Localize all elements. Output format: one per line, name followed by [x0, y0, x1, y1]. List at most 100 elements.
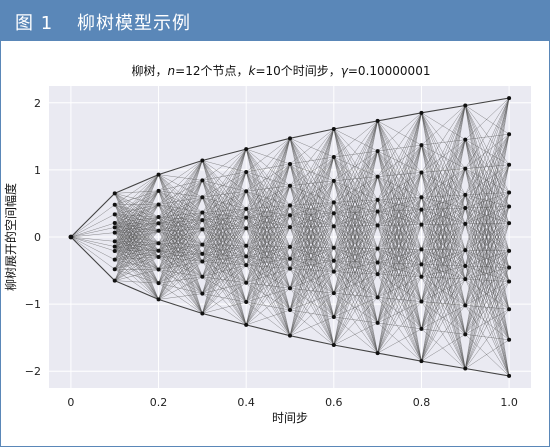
tree-node — [463, 303, 468, 308]
tree-edge — [421, 112, 466, 306]
tree-edge — [377, 197, 422, 249]
tree-node — [463, 192, 468, 197]
tree-edge — [114, 230, 159, 270]
tree-edge — [158, 204, 203, 230]
tree-node — [507, 162, 512, 167]
tree-edge — [333, 213, 378, 354]
tree-edge — [465, 164, 510, 306]
tree-edge — [70, 236, 115, 252]
tree-node — [200, 178, 205, 183]
tree-edge — [465, 105, 510, 165]
tree-edge — [246, 208, 291, 259]
tree-edge — [333, 156, 378, 249]
tree-edge — [333, 128, 378, 226]
tree-node — [288, 225, 292, 230]
tree-edge — [245, 171, 291, 269]
x-tick-labels: 0 0.2 0.4 0.6 0.8 1.0 — [67, 396, 517, 409]
tree-edge — [333, 211, 378, 261]
tree-edge — [289, 163, 335, 272]
tree-edge — [158, 293, 203, 300]
tree-edge — [421, 249, 466, 306]
tree-edge — [114, 204, 159, 284]
tree-edge — [377, 276, 422, 354]
tree-edge — [202, 244, 247, 257]
tree-edge — [114, 246, 159, 284]
tree-edge — [289, 205, 335, 346]
tree-edge — [377, 120, 422, 250]
tree-edge — [70, 227, 115, 238]
tree-node — [156, 188, 161, 193]
tree-edge — [246, 258, 291, 303]
tree-edge — [289, 138, 335, 261]
tree-edge — [377, 199, 422, 362]
tree-edge — [202, 220, 247, 283]
tree-edge — [245, 208, 291, 336]
tree-edge — [289, 215, 334, 227]
tree-node — [244, 300, 249, 305]
tree-edge — [421, 172, 466, 267]
tree-edge — [114, 204, 159, 300]
tree-edge — [333, 297, 378, 346]
tree-edge — [158, 174, 203, 198]
tree-node — [331, 200, 336, 205]
tree-node — [200, 259, 205, 264]
tree-edge — [465, 168, 510, 207]
tree-edge — [202, 148, 247, 254]
tree-node — [200, 251, 205, 256]
tree-edge — [245, 149, 291, 269]
tree-edge — [202, 149, 247, 262]
tree-edge — [114, 193, 159, 284]
tree-edge — [289, 163, 335, 318]
tree-edge — [202, 253, 247, 303]
tree-edge — [377, 176, 422, 250]
y-tick-label: −2 — [25, 365, 41, 378]
tree-edge — [465, 105, 510, 282]
tree-edge — [377, 120, 422, 146]
tree-edge — [158, 219, 203, 244]
tree-node — [331, 269, 336, 274]
tree-edge — [333, 247, 378, 298]
tree-node — [156, 215, 161, 220]
tree-edge — [289, 247, 335, 311]
tree-edge — [245, 163, 291, 266]
tree-node — [200, 195, 205, 200]
tree-edge — [421, 209, 466, 225]
tree-edge — [289, 138, 335, 214]
tree-edge — [114, 193, 159, 270]
tree-node — [288, 183, 292, 188]
tree-edge — [114, 193, 159, 300]
tree-edge — [202, 197, 247, 257]
tree-edge — [421, 305, 466, 330]
tree-edge — [114, 241, 159, 284]
tree-node — [463, 206, 468, 211]
tree-edge — [202, 180, 247, 303]
tree-node — [244, 280, 249, 285]
tree-edge — [246, 309, 291, 326]
tree-edge — [114, 174, 159, 228]
tree-edge — [377, 264, 422, 354]
tree-edge — [377, 199, 422, 265]
tree-edge — [114, 214, 159, 284]
tree-edge — [158, 230, 203, 314]
tree-edge — [421, 334, 466, 362]
tree-edge — [377, 262, 422, 362]
tree-edge — [465, 139, 510, 282]
tree-edge — [421, 194, 466, 250]
tree-edge — [465, 168, 510, 340]
tree-edge — [158, 174, 203, 262]
tree-edge — [202, 264, 247, 278]
tree-edge — [245, 148, 291, 228]
tree-edge — [333, 213, 378, 226]
tree-edge — [421, 224, 466, 306]
tree-node — [419, 359, 424, 364]
tree-edge — [377, 151, 422, 302]
tree-edge — [465, 97, 510, 169]
tree-edge — [245, 148, 291, 216]
tree-node — [419, 326, 424, 331]
tree-edge — [158, 230, 203, 262]
figure-number: 图 1 — [15, 13, 54, 34]
tree-node — [244, 215, 249, 220]
tree-edge — [289, 260, 334, 311]
tree-edge — [289, 185, 335, 261]
tree-edge — [289, 227, 335, 318]
